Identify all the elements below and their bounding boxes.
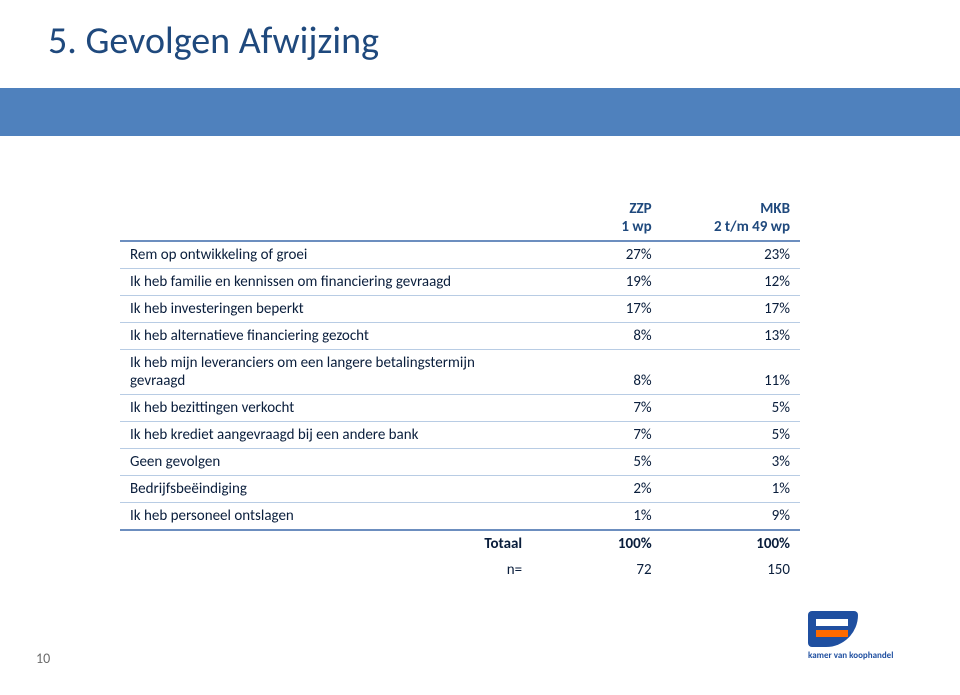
header-bar bbox=[0, 88, 960, 136]
row-label: Ik heb investeringen beperkt bbox=[120, 296, 532, 323]
row-label: Bedrijfsbeëindiging bbox=[120, 476, 532, 503]
header-col2: MKB 2 t/m 49 wp bbox=[662, 196, 800, 241]
table-row: Ik heb familie en kennissen om financier… bbox=[120, 269, 800, 296]
total-label: Totaal bbox=[120, 530, 532, 557]
row-value-zzp: 8% bbox=[532, 350, 662, 395]
row-label: Ik heb alternatieve financiering gezocht bbox=[120, 323, 532, 350]
total-row: Totaal100%100% bbox=[120, 530, 800, 557]
n-mkb: 150 bbox=[662, 557, 800, 583]
row-value-zzp: 7% bbox=[532, 395, 662, 422]
n-label: n= bbox=[120, 557, 532, 583]
row-value-mkb: 11% bbox=[662, 350, 800, 395]
table-row: Ik heb mijn leveranciers om een langere … bbox=[120, 350, 800, 395]
row-value-zzp: 19% bbox=[532, 269, 662, 296]
page-number: 10 bbox=[36, 650, 50, 667]
row-label: Ik heb krediet aangevraagd bij een ander… bbox=[120, 422, 532, 449]
row-label: Ik heb bezittingen verkocht bbox=[120, 395, 532, 422]
header-blank bbox=[120, 196, 532, 241]
header-col1: ZZP 1 wp bbox=[532, 196, 662, 241]
total-zzp: 100% bbox=[532, 530, 662, 557]
row-label: Ik heb familie en kennissen om financier… bbox=[120, 269, 532, 296]
row-value-zzp: 8% bbox=[532, 323, 662, 350]
row-value-mkb: 5% bbox=[662, 422, 800, 449]
row-label: Ik heb mijn leveranciers om een langere … bbox=[120, 350, 532, 395]
row-value-zzp: 27% bbox=[532, 241, 662, 269]
table-row: Ik heb personeel ontslagen1%9% bbox=[120, 503, 800, 531]
row-value-mkb: 9% bbox=[662, 503, 800, 531]
table-row: Rem op ontwikkeling of groei27%23% bbox=[120, 241, 800, 269]
row-value-zzp: 17% bbox=[532, 296, 662, 323]
row-value-mkb: 3% bbox=[662, 449, 800, 476]
table-row: Geen gevolgen5%3% bbox=[120, 449, 800, 476]
table-row: Ik heb investeringen beperkt17%17% bbox=[120, 296, 800, 323]
row-value-zzp: 7% bbox=[532, 422, 662, 449]
row-value-mkb: 23% bbox=[662, 241, 800, 269]
row-label: Ik heb personeel ontslagen bbox=[120, 503, 532, 531]
n-row: n=72150 bbox=[120, 557, 800, 583]
kvk-logo: kamer van koophandel bbox=[808, 611, 928, 673]
row-value-mkb: 5% bbox=[662, 395, 800, 422]
row-label: Geen gevolgen bbox=[120, 449, 532, 476]
row-label: Rem op ontwikkeling of groei bbox=[120, 241, 532, 269]
kvk-flag-icon bbox=[808, 611, 858, 647]
total-mkb: 100% bbox=[662, 530, 800, 557]
row-value-zzp: 5% bbox=[532, 449, 662, 476]
row-value-zzp: 2% bbox=[532, 476, 662, 503]
slide-title: 5. Gevolgen Afwijzing bbox=[48, 18, 379, 64]
table-row: Ik heb krediet aangevraagd bij een ander… bbox=[120, 422, 800, 449]
row-value-mkb: 1% bbox=[662, 476, 800, 503]
table-row: Ik heb bezittingen verkocht7%5% bbox=[120, 395, 800, 422]
row-value-mkb: 12% bbox=[662, 269, 800, 296]
n-zzp: 72 bbox=[532, 557, 662, 583]
row-value-mkb: 17% bbox=[662, 296, 800, 323]
row-value-zzp: 1% bbox=[532, 503, 662, 531]
kvk-logo-text: kamer van koophandel bbox=[808, 651, 893, 660]
row-value-mkb: 13% bbox=[662, 323, 800, 350]
data-table: ZZP 1 wp MKB 2 t/m 49 wp Rem op ontwikke… bbox=[120, 196, 800, 583]
table-row: Bedrijfsbeëindiging2%1% bbox=[120, 476, 800, 503]
table-row: Ik heb alternatieve financiering gezocht… bbox=[120, 323, 800, 350]
